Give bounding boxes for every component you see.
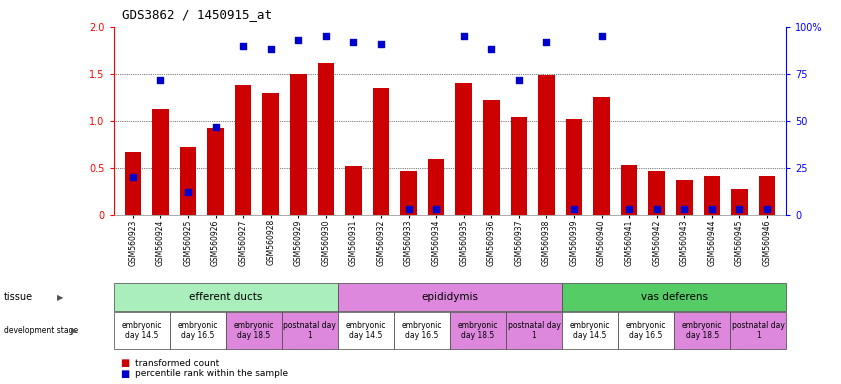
Bar <box>318 63 334 215</box>
Text: embryonic
day 14.5: embryonic day 14.5 <box>121 321 161 340</box>
Bar <box>704 175 720 215</box>
Text: ■: ■ <box>120 358 130 368</box>
Bar <box>676 180 693 215</box>
Text: vas deferens: vas deferens <box>641 292 708 302</box>
Bar <box>483 100 500 215</box>
Point <box>457 33 470 40</box>
Bar <box>538 75 555 215</box>
Point <box>678 206 691 212</box>
Bar <box>180 147 196 215</box>
Point <box>374 41 388 47</box>
Text: ▶: ▶ <box>57 293 64 302</box>
Text: postnatal day
1: postnatal day 1 <box>283 321 336 340</box>
Point <box>346 39 360 45</box>
Text: embryonic
day 14.5: embryonic day 14.5 <box>570 321 611 340</box>
Point <box>264 46 278 53</box>
Point <box>595 33 608 40</box>
Point <box>540 39 553 45</box>
Point <box>292 37 305 43</box>
Text: transformed count: transformed count <box>135 359 220 368</box>
Bar <box>621 165 637 215</box>
Bar <box>400 171 417 215</box>
Point <box>650 206 664 212</box>
Text: embryonic
day 16.5: embryonic day 16.5 <box>177 321 218 340</box>
Text: tissue: tissue <box>4 292 34 302</box>
Point <box>182 189 195 195</box>
Point <box>430 206 443 212</box>
Point <box>705 206 718 212</box>
Text: embryonic
day 16.5: embryonic day 16.5 <box>402 321 442 340</box>
Text: efferent ducts: efferent ducts <box>189 292 262 302</box>
Bar <box>207 127 224 215</box>
Point <box>126 174 140 180</box>
Bar <box>235 85 251 215</box>
Point <box>236 43 250 49</box>
Bar <box>373 88 389 215</box>
Bar <box>566 119 582 215</box>
Point <box>209 124 222 130</box>
Text: percentile rank within the sample: percentile rank within the sample <box>135 369 288 378</box>
Text: development stage: development stage <box>4 326 78 335</box>
Bar <box>510 117 527 215</box>
Bar <box>456 83 472 215</box>
Text: ▶: ▶ <box>71 326 77 335</box>
Text: embryonic
day 14.5: embryonic day 14.5 <box>346 321 386 340</box>
Point <box>568 206 581 212</box>
Point <box>733 206 746 212</box>
Point <box>512 76 526 83</box>
Bar <box>731 189 748 215</box>
Bar <box>262 93 279 215</box>
Text: postnatal day
1: postnatal day 1 <box>508 321 560 340</box>
Bar <box>124 152 141 215</box>
Bar <box>290 74 307 215</box>
Text: GDS3862 / 1450915_at: GDS3862 / 1450915_at <box>122 8 272 21</box>
Text: embryonic
day 18.5: embryonic day 18.5 <box>458 321 498 340</box>
Bar <box>648 171 665 215</box>
Bar <box>593 98 610 215</box>
Text: epididymis: epididymis <box>421 292 479 302</box>
Point <box>154 76 167 83</box>
Text: embryonic
day 16.5: embryonic day 16.5 <box>626 321 666 340</box>
Bar <box>152 109 169 215</box>
Point <box>484 46 498 53</box>
Text: embryonic
day 18.5: embryonic day 18.5 <box>682 321 722 340</box>
Point <box>319 33 332 40</box>
Text: embryonic
day 18.5: embryonic day 18.5 <box>234 321 274 340</box>
Text: ■: ■ <box>120 369 130 379</box>
Bar <box>345 166 362 215</box>
Bar <box>428 159 444 215</box>
Point <box>760 206 774 212</box>
Bar <box>759 175 775 215</box>
Point <box>402 206 415 212</box>
Text: postnatal day
1: postnatal day 1 <box>732 321 785 340</box>
Point <box>622 206 636 212</box>
